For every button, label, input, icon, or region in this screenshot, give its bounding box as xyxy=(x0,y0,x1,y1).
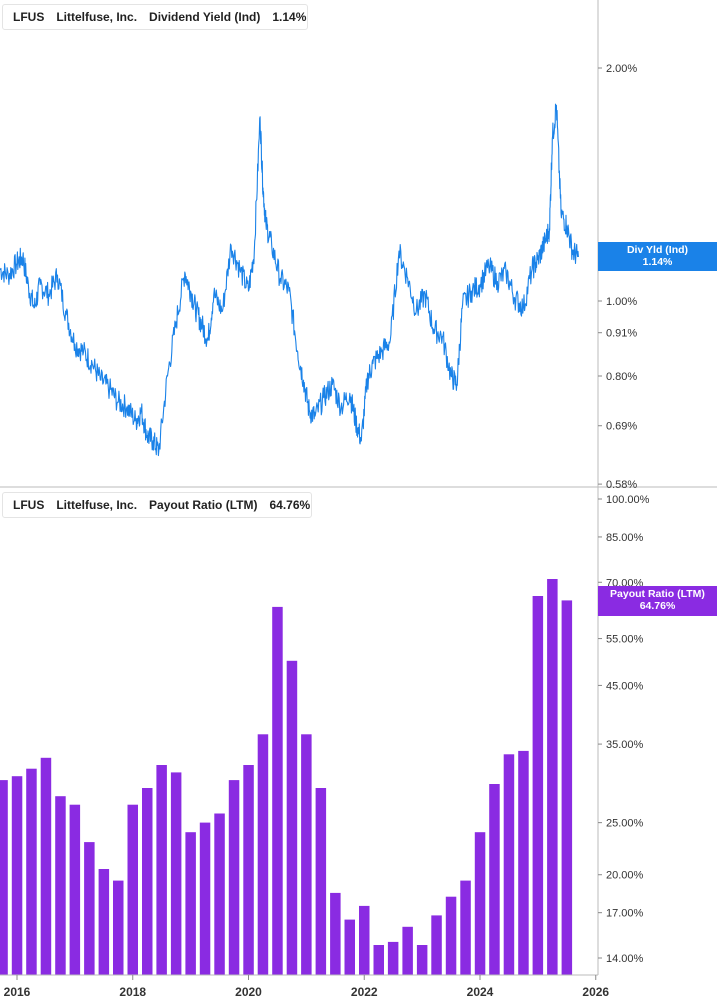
legend-value: 1.14% xyxy=(272,10,307,24)
x-tick-label: 2026 xyxy=(582,985,609,999)
payout-bar xyxy=(330,892,341,975)
payout-bar xyxy=(445,896,457,975)
y-tick-label: 45.00% xyxy=(606,680,644,692)
legend-metric: Payout Ratio (LTM) xyxy=(149,498,258,512)
payout-bar xyxy=(170,772,182,975)
payout-bar xyxy=(40,757,52,975)
x-tick-label: 2022 xyxy=(351,985,378,999)
payout-bar xyxy=(228,780,240,975)
y-tick-label: 0.69% xyxy=(606,421,637,433)
payout-bar xyxy=(402,926,413,975)
dividend-yield-line xyxy=(0,103,579,457)
legend-value: 64.76% xyxy=(269,498,311,512)
current-yield-badge: Div Yld (Ind) 1.14% xyxy=(598,242,717,271)
payout-bar xyxy=(185,832,196,975)
payout-bar xyxy=(243,765,254,975)
legend-ticker: LFUS xyxy=(13,10,45,24)
x-tick-label: 2016 xyxy=(4,985,31,999)
payout-bar xyxy=(416,945,428,975)
badge-value: 1.14% xyxy=(642,256,673,268)
y-tick-label: 55.00% xyxy=(606,634,644,646)
y-tick-label: 0.58% xyxy=(606,479,637,491)
legend-ticker: LFUS xyxy=(13,498,45,512)
payout-bar xyxy=(431,915,442,975)
payout-bar xyxy=(387,941,399,975)
y-tick-label: 20.00% xyxy=(606,870,644,882)
badge-value: 64.76% xyxy=(639,600,676,612)
y-tick-label: 14.00% xyxy=(606,953,644,965)
y-tick-label: 2.00% xyxy=(606,63,637,75)
payout-bar xyxy=(547,579,558,975)
legend-metric: Dividend Yield (Ind) xyxy=(149,10,261,24)
legend-company: Littelfuse, Inc. xyxy=(56,498,138,512)
x-tick-label: 2024 xyxy=(467,985,494,999)
payout-bar xyxy=(142,788,153,975)
payout-bar xyxy=(55,796,66,975)
payout-bar xyxy=(113,880,124,975)
payout-bar xyxy=(0,780,8,975)
payout-bar xyxy=(272,606,283,975)
x-tick-label: 2018 xyxy=(119,985,146,999)
y-tick-label: 0.80% xyxy=(606,371,637,383)
payout-bar xyxy=(359,905,370,975)
payout-bar xyxy=(373,945,384,975)
bottom-legend: LFUS Littelfuse, Inc. Payout Ratio (LTM)… xyxy=(2,492,312,518)
payout-bar xyxy=(127,804,138,975)
y-tick-label: 100.00% xyxy=(606,494,650,506)
payout-bar xyxy=(214,813,225,975)
y-tick-label: 0.91% xyxy=(606,328,637,340)
y-tick-label: 25.00% xyxy=(606,818,644,830)
payout-bar xyxy=(286,660,298,975)
payout-bar xyxy=(532,596,544,975)
payout-bar xyxy=(156,765,167,975)
payout-bar xyxy=(98,869,110,975)
y-tick-label: 85.00% xyxy=(606,532,644,544)
payout-bar xyxy=(489,784,500,975)
payout-bar xyxy=(518,750,529,975)
badge-label: Div Yld (Ind) xyxy=(626,244,689,256)
payout-bar xyxy=(315,788,327,975)
payout-bar xyxy=(344,919,355,975)
payout-bar xyxy=(199,822,211,975)
payout-bar xyxy=(460,880,471,975)
x-tick-label: 2020 xyxy=(235,985,262,999)
y-tick-label: 35.00% xyxy=(606,739,644,751)
payout-bar xyxy=(84,842,95,975)
payout-bar xyxy=(561,600,573,975)
payout-bar xyxy=(69,804,81,975)
current-payout-badge: Payout Ratio (LTM) 64.76% xyxy=(598,586,717,616)
payout-bar xyxy=(26,768,37,975)
payout-bar xyxy=(11,776,23,975)
top-legend: LFUS Littelfuse, Inc. Dividend Yield (In… xyxy=(2,4,308,30)
y-tick-label: 1.00% xyxy=(606,296,637,308)
payout-bar xyxy=(257,734,269,975)
payout-bar xyxy=(474,832,486,975)
y-tick-label: 17.00% xyxy=(606,908,644,920)
legend-company: Littelfuse, Inc. xyxy=(56,10,138,24)
payout-bar xyxy=(503,754,515,975)
badge-label: Payout Ratio (LTM) xyxy=(610,588,705,600)
payout-bar xyxy=(301,734,312,975)
